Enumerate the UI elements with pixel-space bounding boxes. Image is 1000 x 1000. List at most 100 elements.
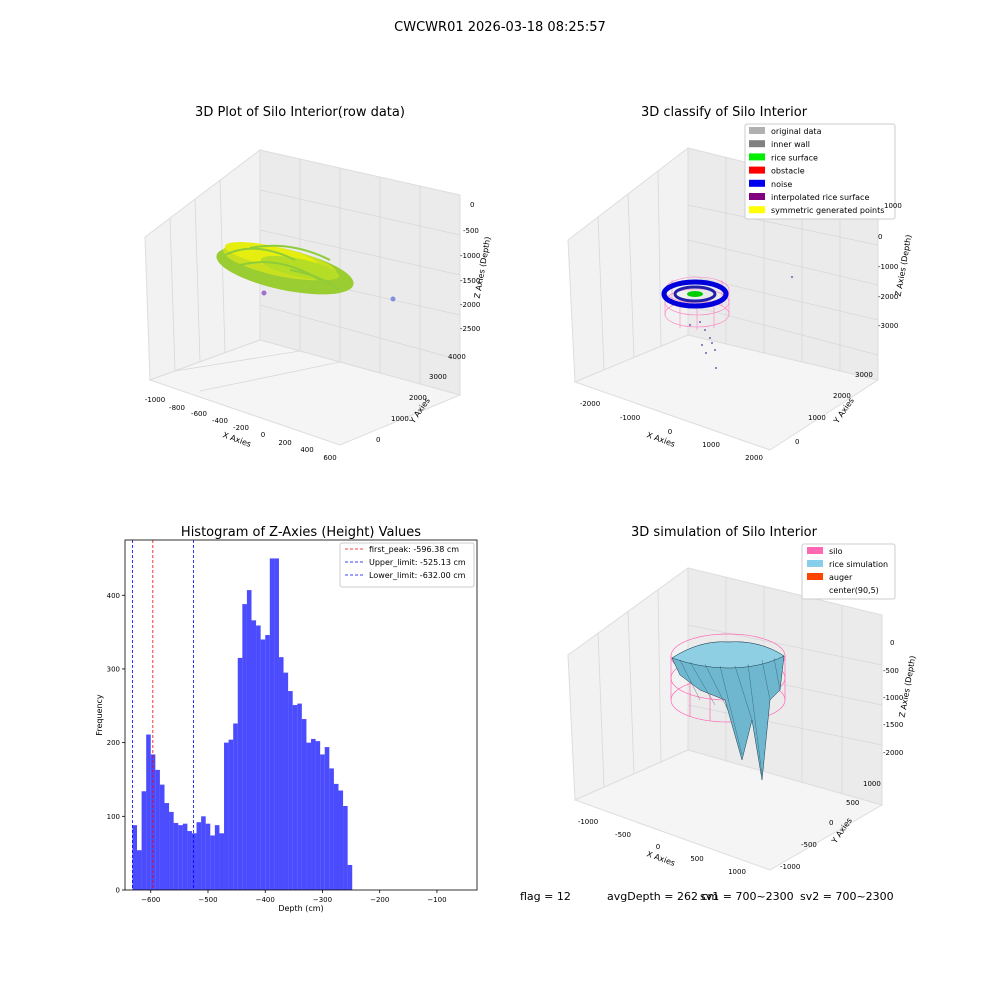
classify-z-tick: -3000 xyxy=(878,322,898,330)
histogram-legend-label: Lower_limit: -632.00 cm xyxy=(369,571,466,580)
classify-legend-swatch xyxy=(749,140,765,148)
classify-legend-label: symmetric generated points xyxy=(771,206,884,215)
classify-floor-pane xyxy=(573,334,880,451)
raw-z-tick: -500 xyxy=(463,227,479,235)
classify-legend-label: inner wall xyxy=(771,140,810,149)
simulation-legend-swatch xyxy=(807,560,823,567)
histogram-bar xyxy=(292,705,298,890)
simulation-y-tick: -500 xyxy=(801,841,817,849)
classify-y-tick: 3000 xyxy=(855,371,873,379)
simulation-x-tick: 500 xyxy=(690,855,703,863)
histogram-y-ticks: 0 100 200 300 400 xyxy=(107,592,125,895)
histogram-bar xyxy=(164,803,170,890)
histogram-bar xyxy=(132,825,138,890)
histogram-bar xyxy=(288,691,293,890)
histogram-bar xyxy=(196,822,202,890)
histogram-axes-frame xyxy=(124,539,478,891)
classify-y-ticks: 0 1000 2000 3000 xyxy=(795,371,873,446)
histogram-bar xyxy=(178,825,183,890)
raw-x-tick: 400 xyxy=(300,446,313,454)
classify-x-ticks: -2000 -1000 0 1000 2000 xyxy=(580,400,763,462)
raw-y-tick: 4000 xyxy=(448,353,466,361)
histogram-bar xyxy=(159,784,165,890)
histogram-bar xyxy=(311,738,316,890)
histogram-y-tick: 400 xyxy=(107,592,120,600)
classify-legend-label: obstacle xyxy=(771,167,805,176)
simulation-legend-label: silo xyxy=(829,547,843,556)
status-flag: flag = 12 xyxy=(520,890,571,903)
histogram-bar xyxy=(242,604,247,890)
simulation-xlabel: X Axies xyxy=(645,849,676,868)
classify-z-tick: -1000 xyxy=(878,263,898,271)
simulation-legend-swatch xyxy=(807,547,823,554)
histogram-legend: first_peak: -596.38 cm Upper_limit: -525.… xyxy=(339,542,475,588)
histogram-bar xyxy=(251,620,257,890)
simulation-zlabel: Z Axies (Depth) xyxy=(898,655,918,718)
classify-z-tick: 1000 xyxy=(884,202,902,210)
histogram-y-tick: 200 xyxy=(107,739,120,747)
simulation-z-tick: -1500 xyxy=(883,721,903,729)
classify-legend-label: noise xyxy=(771,180,792,189)
raw-x-tick: 200 xyxy=(278,439,291,447)
histogram-legend-box xyxy=(339,542,475,588)
histogram-title: Histogram of Z-Axies (Height) Values xyxy=(181,525,421,540)
classify-x-tick: -1000 xyxy=(620,414,640,422)
histogram-bar xyxy=(269,558,275,890)
raw-x-tick: -1000 xyxy=(145,396,165,404)
raw-y-tick: 1000 xyxy=(391,415,409,423)
classify-legend-swatch xyxy=(749,153,765,161)
histogram-bar xyxy=(141,791,147,890)
histogram-bar xyxy=(265,635,270,890)
simulation-y-tick: 0 xyxy=(829,819,833,827)
histogram-bar xyxy=(274,558,279,890)
simulation-legend-swatch xyxy=(807,573,823,580)
simulation-x-tick: 0 xyxy=(656,843,660,851)
simulation-surface xyxy=(670,633,786,781)
histogram-bar xyxy=(169,811,174,890)
histogram-bar xyxy=(205,823,211,890)
classify-3d-plot: 3D classify of Silo Interior xyxy=(567,105,913,462)
histogram-legend-label: first_peak: -596.38 cm xyxy=(369,545,459,554)
raw-x-tick: 0 xyxy=(261,431,265,439)
histogram-bar xyxy=(214,825,220,890)
classify-legend-label: rice surface xyxy=(771,153,818,162)
raw-x-tick: -400 xyxy=(212,417,228,425)
histogram-bar xyxy=(320,754,325,890)
raw-z-tick: -1500 xyxy=(460,277,480,285)
classify-silo xyxy=(661,276,793,369)
raw-point-cloud xyxy=(216,242,396,302)
histogram-x-tick: −300 xyxy=(313,896,332,904)
histogram-bar xyxy=(324,747,330,890)
raw-y-tick: 2000 xyxy=(409,394,427,402)
raw-y-tick: 3000 xyxy=(429,373,447,381)
classify-legend: original data inner wall rice surface obsta… xyxy=(744,123,896,220)
simulation-y-tick: 1000 xyxy=(863,780,881,788)
classify-legend-box xyxy=(744,123,896,220)
raw-z-tick: -2500 xyxy=(460,325,480,333)
histogram-x-ticks: −600 −500 −400 −300 −200 −100 xyxy=(141,890,447,904)
histogram-bar xyxy=(306,742,312,890)
simulation-y-tick: 500 xyxy=(846,799,859,807)
simulation-z-tick: 0 xyxy=(890,639,894,647)
classify-z-tick: -2000 xyxy=(878,293,898,301)
classify-legend-swatch xyxy=(749,166,765,174)
histogram-ylabel: Frequency xyxy=(95,694,104,736)
raw-floor-pane xyxy=(148,339,462,446)
histogram-bar xyxy=(219,833,225,890)
histogram-bar xyxy=(228,739,234,890)
histogram-y-tick: 0 xyxy=(116,887,120,895)
raw-x-ticks: -1000 -800 -600 -400 -200 0 200 400 600 xyxy=(145,396,337,462)
simulation-z-tick: -500 xyxy=(883,667,899,675)
histogram-x-tick: −500 xyxy=(198,896,217,904)
simulation-x-ticks: -1000 -500 0 500 1000 xyxy=(578,818,746,876)
simulation-floor-pane xyxy=(573,749,884,871)
simulation-z-tick: -1000 xyxy=(883,694,903,702)
simulation-x-tick: 1000 xyxy=(728,868,746,876)
raw-x-tick: 600 xyxy=(323,454,336,462)
histogram-bar xyxy=(187,831,192,890)
raw-x-tick: -600 xyxy=(191,410,207,418)
histogram-x-tick: −100 xyxy=(427,896,446,904)
histogram-bar xyxy=(338,790,344,890)
simulation-legend-label: auger xyxy=(829,573,853,582)
